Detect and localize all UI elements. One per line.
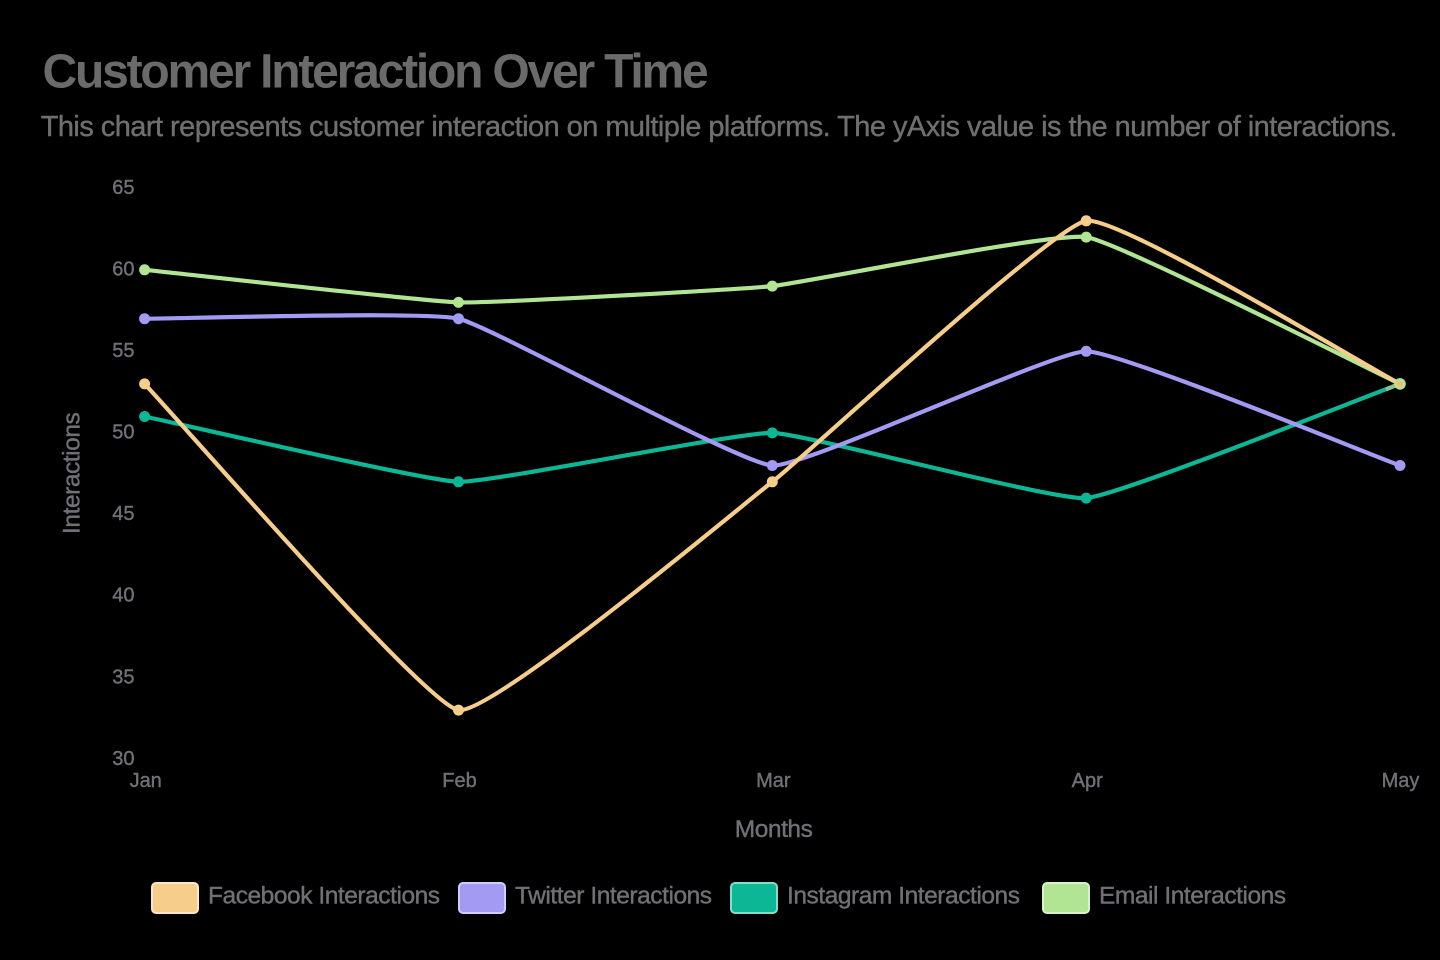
svg-text:65: 65 xyxy=(112,177,134,199)
svg-text:60: 60 xyxy=(112,259,134,281)
svg-text:This chart represents customer: This chart represents customer interacti… xyxy=(41,111,1397,143)
svg-text:Email Interactions: Email Interactions xyxy=(1099,883,1286,910)
svg-text:Twitter Interactions: Twitter Interactions xyxy=(515,883,712,910)
svg-text:30: 30 xyxy=(112,748,134,770)
svg-text:May: May xyxy=(1382,770,1420,792)
svg-text:50: 50 xyxy=(112,422,134,444)
svg-text:Jan: Jan xyxy=(130,770,162,792)
svg-text:Facebook Interactions: Facebook Interactions xyxy=(208,883,440,910)
svg-text:Apr: Apr xyxy=(1072,770,1103,792)
svg-text:Customer Interaction Over Time: Customer Interaction Over Time xyxy=(43,46,708,99)
svg-text:Mar: Mar xyxy=(756,770,791,792)
svg-text:Interactions: Interactions xyxy=(59,412,86,533)
svg-text:Feb: Feb xyxy=(442,770,476,792)
svg-text:45: 45 xyxy=(112,503,134,525)
svg-text:35: 35 xyxy=(112,666,134,688)
svg-text:40: 40 xyxy=(112,585,134,607)
svg-text:Months: Months xyxy=(735,816,813,843)
svg-text:Instagram Interactions: Instagram Interactions xyxy=(787,883,1020,910)
svg-text:55: 55 xyxy=(112,340,134,362)
